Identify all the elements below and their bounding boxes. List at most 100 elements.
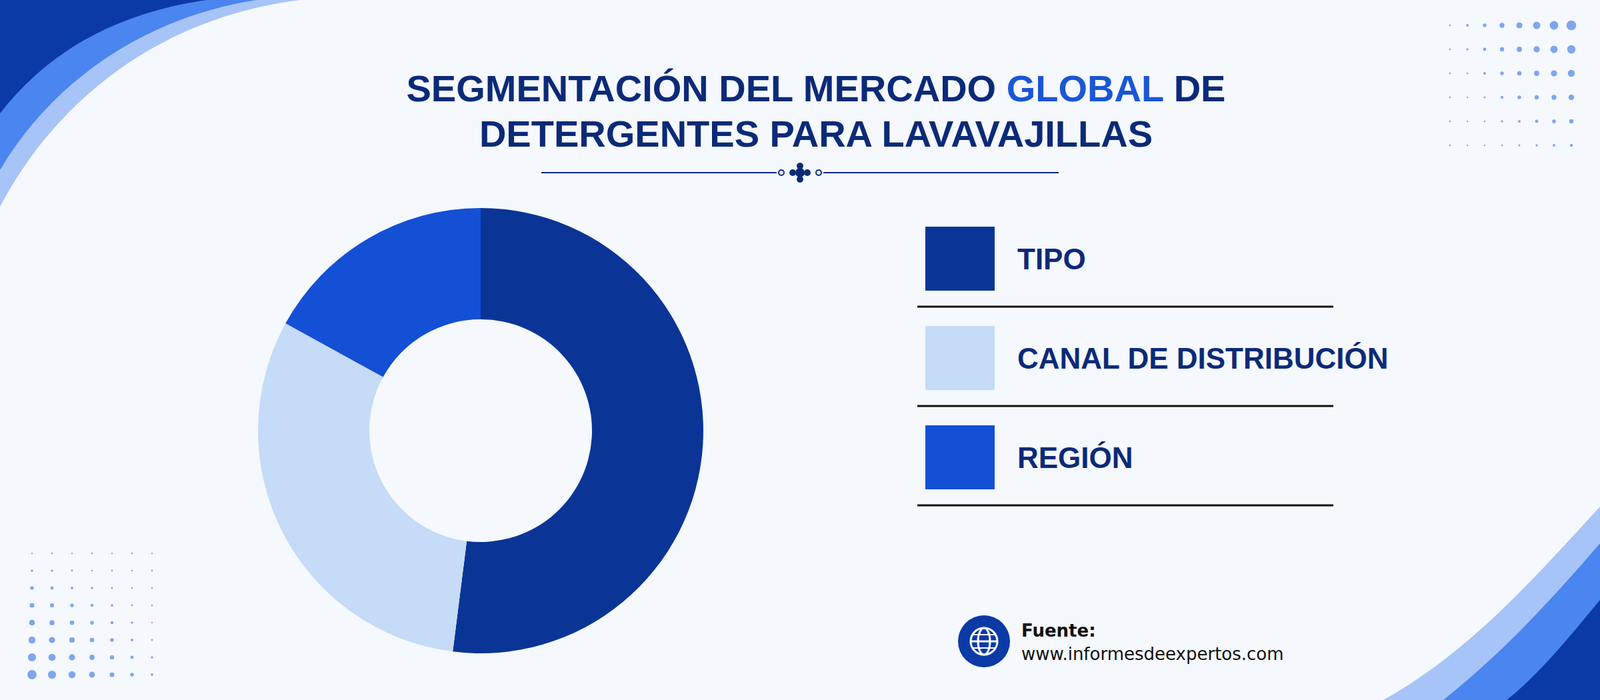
dot xyxy=(130,638,134,642)
dot xyxy=(1517,71,1522,76)
dot xyxy=(151,587,153,589)
dot xyxy=(1518,120,1521,123)
dot xyxy=(89,654,95,660)
dot xyxy=(68,671,76,679)
dot xyxy=(1569,119,1574,124)
dot xyxy=(49,620,55,626)
divider xyxy=(541,172,777,174)
dot xyxy=(51,552,53,554)
chart-svg: SEGMENTACIÓN DEL MERCADO GLOBAL DEDETERG… xyxy=(0,0,1600,700)
wave xyxy=(1443,543,1600,700)
dot xyxy=(70,603,74,607)
dot xyxy=(48,654,56,662)
dot xyxy=(50,586,54,590)
dot xyxy=(1466,48,1468,50)
dot xyxy=(1516,22,1522,28)
background xyxy=(0,0,1600,700)
dot xyxy=(151,639,154,642)
dot xyxy=(1449,144,1451,146)
dot xyxy=(90,638,95,643)
title-part: DE xyxy=(1163,67,1226,110)
dot xyxy=(111,552,113,554)
ornament xyxy=(778,170,784,176)
wave xyxy=(0,0,300,207)
source-icon xyxy=(970,628,998,655)
dot xyxy=(1483,96,1486,98)
dot xyxy=(1449,72,1451,74)
title-part: DETERGENTES PARA LAVAVAJILLAS xyxy=(479,112,1153,155)
legend-rule xyxy=(917,306,1334,308)
dot xyxy=(150,673,154,676)
dot xyxy=(1483,72,1486,75)
wave xyxy=(0,0,257,170)
dot xyxy=(1550,45,1558,53)
title: SEGMENTACIÓN DEL MERCADO GLOBAL DEDETERG… xyxy=(406,67,1226,155)
dot xyxy=(1466,24,1469,27)
decoration xyxy=(0,0,1600,700)
dot xyxy=(111,587,114,590)
dot xyxy=(131,604,134,607)
dot xyxy=(151,552,153,554)
dot xyxy=(1500,120,1503,122)
legend-rule xyxy=(917,504,1334,507)
source-url: www.informesdeexpertos.com xyxy=(1021,644,1284,664)
dot xyxy=(1466,144,1468,146)
dot xyxy=(30,569,34,572)
dot xyxy=(1449,120,1451,122)
source-icon xyxy=(972,634,996,636)
dot xyxy=(1482,23,1487,28)
dot xyxy=(131,587,133,589)
dot xyxy=(1517,95,1521,99)
dot xyxy=(48,670,56,679)
dot xyxy=(1551,94,1556,100)
dot xyxy=(1533,22,1541,30)
wave xyxy=(1506,600,1600,700)
dot xyxy=(1499,22,1504,28)
dot xyxy=(90,586,93,589)
dot xyxy=(71,570,74,572)
dot xyxy=(150,656,153,658)
title-group: SEGMENTACIÓN DEL MERCADO GLOBAL DEDETERG… xyxy=(406,67,1226,183)
dot xyxy=(1500,71,1504,75)
dot xyxy=(1570,144,1573,147)
dot xyxy=(1533,46,1540,52)
dot xyxy=(131,552,133,554)
dot xyxy=(1534,70,1540,76)
dot xyxy=(1466,72,1469,75)
dot xyxy=(1449,48,1451,50)
dot xyxy=(48,636,55,643)
slice xyxy=(258,323,467,652)
dot xyxy=(71,552,73,554)
dot xyxy=(1449,96,1451,98)
dot xyxy=(68,654,75,660)
dot xyxy=(110,604,114,607)
dot xyxy=(28,653,36,662)
dot xyxy=(70,620,75,626)
dot xyxy=(1466,96,1468,98)
dot xyxy=(29,620,36,626)
legend-rule xyxy=(917,405,1334,408)
dot xyxy=(91,570,93,572)
dot xyxy=(27,670,37,680)
dot xyxy=(1484,144,1486,146)
legend-swatch xyxy=(925,425,995,490)
title-highlight: GLOBAL xyxy=(1006,67,1164,110)
dot xyxy=(151,604,153,606)
ornament xyxy=(816,170,822,176)
dot xyxy=(50,603,54,608)
dot xyxy=(69,637,75,643)
dot xyxy=(130,672,134,677)
divider xyxy=(823,172,1059,174)
ornament xyxy=(804,169,811,176)
source-icon xyxy=(958,615,1010,668)
dot xyxy=(1566,20,1577,31)
dot xyxy=(1449,24,1451,26)
dot xyxy=(70,586,74,590)
dot xyxy=(50,569,53,572)
dot xyxy=(89,672,96,678)
dot xyxy=(151,570,153,572)
dot xyxy=(110,655,114,660)
dot xyxy=(29,602,34,608)
chart-root: SEGMENTACIÓN DEL MERCADO GLOBAL DEDETERG… xyxy=(0,0,1600,700)
dot xyxy=(31,552,33,554)
